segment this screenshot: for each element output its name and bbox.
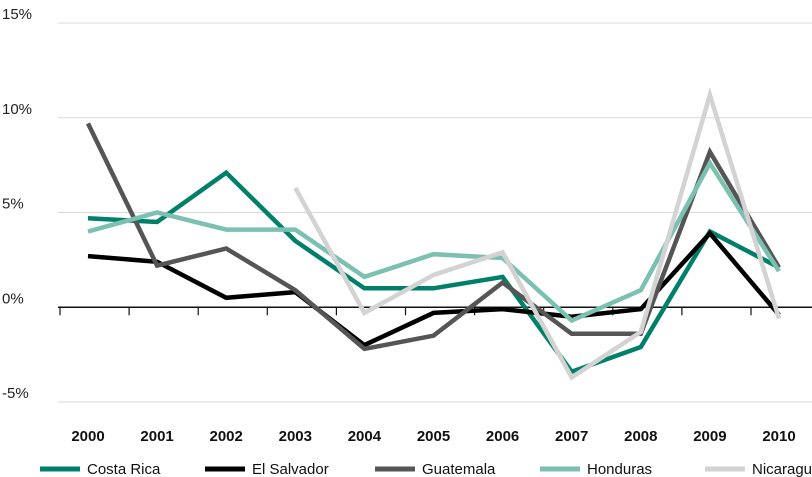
y-tick-label: 15% <box>2 6 32 23</box>
legend-label: Nicaragua <box>752 461 812 477</box>
x-tick-label: 2006 <box>486 428 519 445</box>
x-tick-label: 2007 <box>555 428 588 445</box>
legend-item: Honduras <box>540 461 652 477</box>
legend-label: El Salvador <box>252 461 329 477</box>
y-tick-label: -5% <box>2 385 29 402</box>
series-line-guatemala <box>85 122 781 352</box>
series-lines <box>85 87 782 381</box>
series-line-costa-rica <box>87 169 781 375</box>
legend-label: Costa Rica <box>87 461 161 477</box>
legend-item: Costa Rica <box>40 461 161 477</box>
x-axis-labels: 2000 2001 2002 2003 2004 2005 2006 2007 2008 2009… <box>71 428 795 445</box>
x-tick-label: 2008 <box>624 428 657 445</box>
series-line-nicaragua <box>293 87 782 381</box>
legend-label: Honduras <box>587 461 652 477</box>
x-tick-label: 2009 <box>693 428 726 445</box>
y-tick-label: 0% <box>2 290 24 307</box>
legend-item: El Salvador <box>205 461 329 477</box>
gridlines <box>58 22 812 403</box>
legend-label: Guatemala <box>422 461 496 477</box>
x-tick-label: 2001 <box>140 428 173 445</box>
legend-item: Guatemala <box>375 461 496 477</box>
x-tick-label: 2002 <box>210 428 243 445</box>
x-tick-label: 2010 <box>762 428 795 445</box>
legend: Costa Rica El Salvador Guatemala Honduras Ni… <box>40 461 812 477</box>
series-line-el-salvador <box>87 229 781 348</box>
x-tick-label: 2005 <box>417 428 450 445</box>
y-tick-label: 5% <box>2 196 24 213</box>
y-axis-labels: 15% 10% 5% 0% -5% <box>2 6 32 402</box>
x-tick-label: 2003 <box>279 428 312 445</box>
x-tick-label: 2004 <box>348 428 382 445</box>
x-tick-label: 2000 <box>71 428 104 445</box>
legend-item: Nicaragua <box>705 461 812 477</box>
y-tick-label: 10% <box>2 101 32 118</box>
